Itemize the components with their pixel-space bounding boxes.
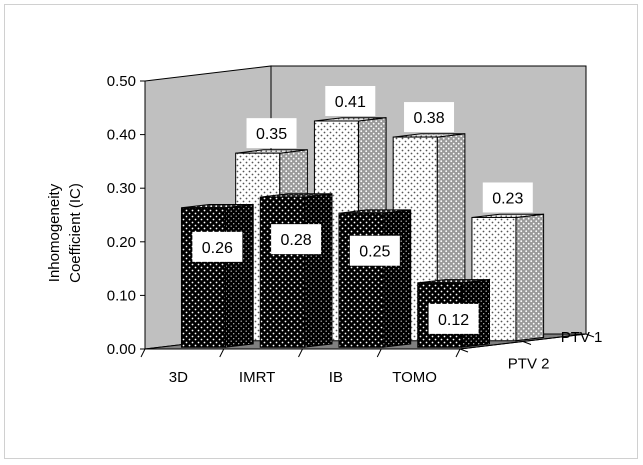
x-tick-label: IB (329, 369, 343, 386)
data-label: 0.23 (492, 190, 523, 207)
data-label: 0.38 (413, 110, 444, 127)
bar-side (304, 194, 332, 347)
x-axis: 3D IMRT IB TOMO (141, 349, 460, 386)
y-ticks: 0.00 0.10 0.20 0.30 0.40 0.50 (107, 73, 145, 358)
y-tick-label: 0.40 (107, 127, 136, 144)
x-tick-label: TOMO (392, 369, 437, 386)
x-tick-mark (299, 349, 303, 357)
y-tick-label: 0.10 (107, 287, 136, 304)
bar (339, 213, 383, 347)
x-tick-mark (141, 349, 145, 357)
data-label: 0.41 (335, 94, 366, 111)
data-label: 0.12 (438, 312, 469, 329)
depth-tick-mark (523, 342, 531, 345)
x-tick-mark (220, 349, 224, 357)
y-tick-label: 0.50 (107, 73, 136, 90)
chart-frame: 0.00 0.10 0.20 0.30 0.40 0.50 3D IMRT IB TOMO PT… (4, 4, 638, 459)
bar (181, 208, 225, 347)
data-label: 0.25 (359, 244, 390, 261)
y-tick-label: 0.00 (107, 341, 136, 358)
bar (260, 197, 304, 347)
x-tick-label: IMRT (239, 369, 275, 386)
bar-side (226, 205, 254, 348)
x-tick-mark (456, 349, 460, 357)
series-label: PTV 1 (561, 329, 603, 346)
x-tick-mark (377, 349, 381, 357)
data-label: 0.26 (202, 240, 233, 257)
x-tick-label: 3D (169, 369, 188, 386)
series-label: PTV 2 (508, 356, 550, 373)
y-axis-label-line1: Inhomogeneity (46, 183, 63, 282)
data-label: 0.28 (281, 232, 312, 249)
depth-tick-mark (460, 349, 468, 352)
y-axis-label-line2: Coefficient (IC) (67, 183, 84, 283)
chart-plot: 0.00 0.10 0.20 0.30 0.40 0.50 3D IMRT IB TOMO PT… (5, 5, 639, 460)
bar-side (383, 210, 411, 347)
bar-side (516, 214, 544, 341)
y-tick-label: 0.30 (107, 180, 136, 197)
data-label: 0.35 (256, 126, 287, 143)
y-tick-label: 0.20 (107, 234, 136, 251)
